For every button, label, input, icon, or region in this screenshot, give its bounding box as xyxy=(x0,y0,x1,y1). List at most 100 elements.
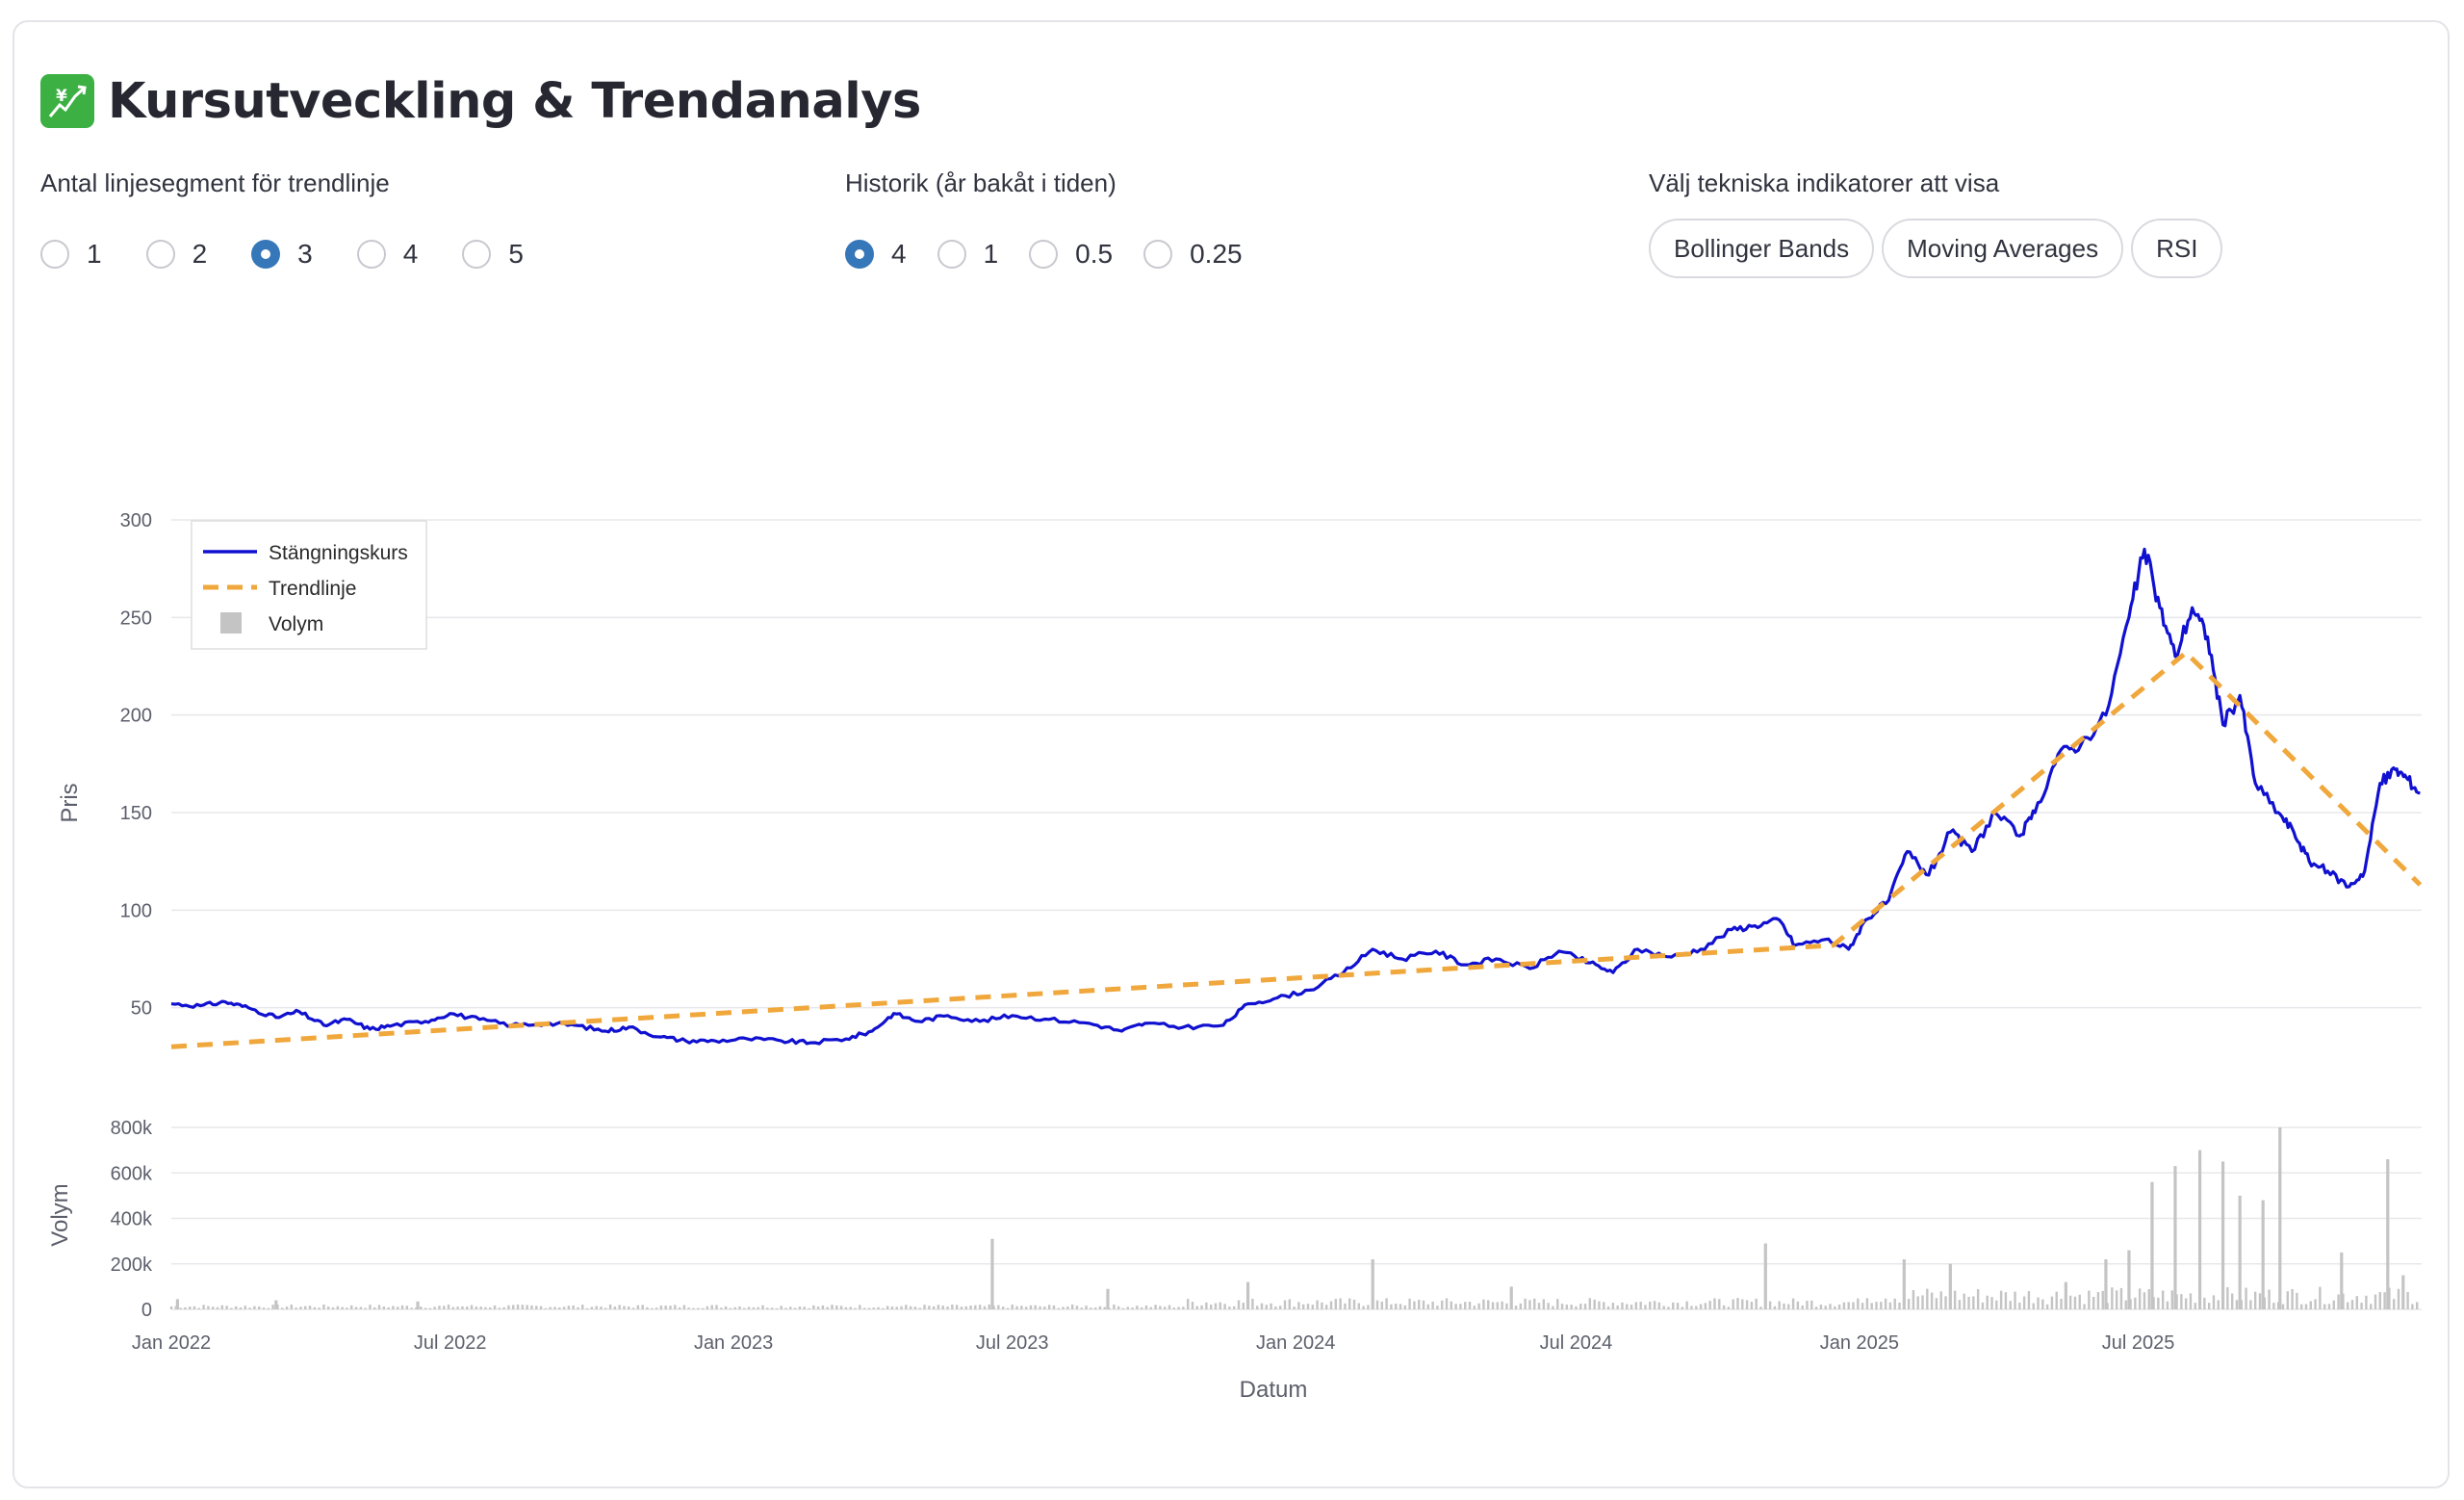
volume-bar xyxy=(2119,1287,2123,1309)
volume-bar xyxy=(1667,1306,1670,1309)
segments-radio-circle[interactable] xyxy=(40,240,69,269)
volume-bar xyxy=(1260,1303,1264,1309)
volume-bar xyxy=(1819,1305,1823,1309)
segments-radio-circle[interactable] xyxy=(356,240,386,269)
history-option-1[interactable]: 1 xyxy=(937,239,998,270)
indicator-pill-rsi[interactable]: RSI xyxy=(2131,219,2223,278)
volume-bar xyxy=(350,1305,353,1309)
volume-bar xyxy=(1829,1304,1832,1309)
volume-bar xyxy=(1509,1286,1513,1309)
history-radio-circle[interactable] xyxy=(1029,240,1059,269)
volume-bar xyxy=(1390,1304,1393,1309)
volume-bar xyxy=(1787,1304,1790,1309)
volume-bar xyxy=(207,1306,210,1309)
volume-bar xyxy=(2124,1300,2127,1309)
volume-bar xyxy=(2170,1290,2173,1309)
volume-bar xyxy=(2101,1290,2104,1309)
volume-bar xyxy=(2314,1299,2317,1309)
history-option-0-25[interactable]: 0.25 xyxy=(1143,239,1243,270)
volume-bar xyxy=(1695,1306,1698,1309)
volume-bar xyxy=(2355,1296,2358,1309)
volume-bar xyxy=(2203,1297,2206,1309)
volume-bar xyxy=(918,1307,921,1309)
volume-bar xyxy=(674,1305,677,1309)
segments-radio-circle[interactable] xyxy=(145,240,175,269)
history-option-label: 4 xyxy=(891,239,907,269)
history-radio-circle[interactable] xyxy=(845,240,874,269)
volume-bar xyxy=(2276,1302,2280,1309)
volume-bar xyxy=(1034,1305,1037,1309)
volume-bar xyxy=(784,1307,787,1309)
volume-bar xyxy=(2261,1200,2265,1309)
history-option-0-5[interactable]: 0.5 xyxy=(1029,239,1113,270)
volume-bar xyxy=(2032,1303,2035,1309)
volume-bar xyxy=(1930,1292,1934,1309)
volume-bar xyxy=(1200,1305,1203,1309)
volume-bar xyxy=(502,1306,505,1309)
volume-bar xyxy=(1375,1300,1379,1309)
volume-bar xyxy=(862,1307,866,1309)
x-tick-label: Jul 2022 xyxy=(414,1332,487,1354)
volume-bar xyxy=(1768,1301,1772,1309)
history-radio-circle[interactable] xyxy=(937,240,966,269)
segments-option-1[interactable]: 1 xyxy=(40,239,102,270)
volume-bar xyxy=(2309,1301,2312,1309)
volume-bar xyxy=(192,1306,196,1309)
volume-bar xyxy=(761,1305,764,1309)
volume-bar xyxy=(433,1306,436,1309)
volume-bar xyxy=(1149,1306,1152,1309)
volume-bar xyxy=(2197,1150,2202,1309)
volume-bar xyxy=(1727,1306,1731,1309)
legend-label: Stängningskurs xyxy=(269,542,408,564)
segments-option-2[interactable]: 2 xyxy=(145,239,207,270)
volume-bar xyxy=(1783,1303,1785,1309)
volume-bar xyxy=(364,1307,367,1309)
x-tick-label: Jan 2025 xyxy=(1820,1332,1899,1354)
volume-bar xyxy=(2055,1291,2058,1309)
volume-bar xyxy=(1131,1307,1134,1309)
volume-bar xyxy=(692,1307,695,1309)
x-axis-title: Datum xyxy=(1240,1377,1308,1403)
indicator-pill-bollinger-bands[interactable]: Bollinger Bands xyxy=(1649,219,1875,278)
indicator-pill-moving-averages[interactable]: Moving Averages xyxy=(1882,219,2124,278)
segments-option-3[interactable]: 3 xyxy=(251,239,313,270)
volume-bar xyxy=(1395,1304,1398,1309)
volume-bar xyxy=(2238,1195,2242,1309)
volume-bar xyxy=(835,1306,838,1309)
volume-bar xyxy=(1759,1306,1762,1309)
volume-bar xyxy=(2127,1250,2131,1309)
segments-radio-circle[interactable] xyxy=(462,240,492,269)
volume-bar xyxy=(415,1306,418,1309)
volume-bar xyxy=(905,1305,908,1309)
volume-bar xyxy=(1972,1296,1975,1309)
segments-option-5[interactable]: 5 xyxy=(462,239,524,270)
volume-bar xyxy=(978,1305,982,1309)
volume-bar xyxy=(535,1306,538,1309)
segments-radio-circle[interactable] xyxy=(251,240,281,269)
segments-option-4[interactable]: 4 xyxy=(356,239,418,270)
volume-tick-label: 400k xyxy=(111,1209,153,1230)
volume-bar xyxy=(1898,1302,1901,1309)
history-option-4[interactable]: 4 xyxy=(845,239,907,270)
chart-legend: Stängningskurs Trendlinje Volym xyxy=(191,520,427,650)
volume-bar xyxy=(1106,1288,1110,1309)
x-tick-label: Jul 2023 xyxy=(976,1332,1049,1354)
price-axis-title: Pris xyxy=(57,783,83,822)
price-tick-label: 100 xyxy=(120,900,152,921)
history-radio-circle[interactable] xyxy=(1143,240,1173,269)
volume-bar xyxy=(641,1305,644,1309)
volume-bar xyxy=(1681,1306,1684,1309)
volume-bar xyxy=(2143,1292,2146,1309)
volume-bar xyxy=(346,1307,348,1309)
volume-bar xyxy=(456,1306,459,1309)
volume-bar xyxy=(1403,1305,1407,1309)
volume-bar xyxy=(992,1306,995,1309)
volume-bar xyxy=(1015,1306,1018,1309)
volume-bar xyxy=(1958,1300,1962,1309)
volume-bar xyxy=(720,1307,723,1309)
x-tick-label: Jan 2022 xyxy=(132,1332,211,1354)
volume-bar xyxy=(304,1306,307,1309)
volume-bar xyxy=(197,1307,201,1309)
volume-bar xyxy=(1288,1299,1291,1309)
volume-bar xyxy=(308,1306,312,1309)
